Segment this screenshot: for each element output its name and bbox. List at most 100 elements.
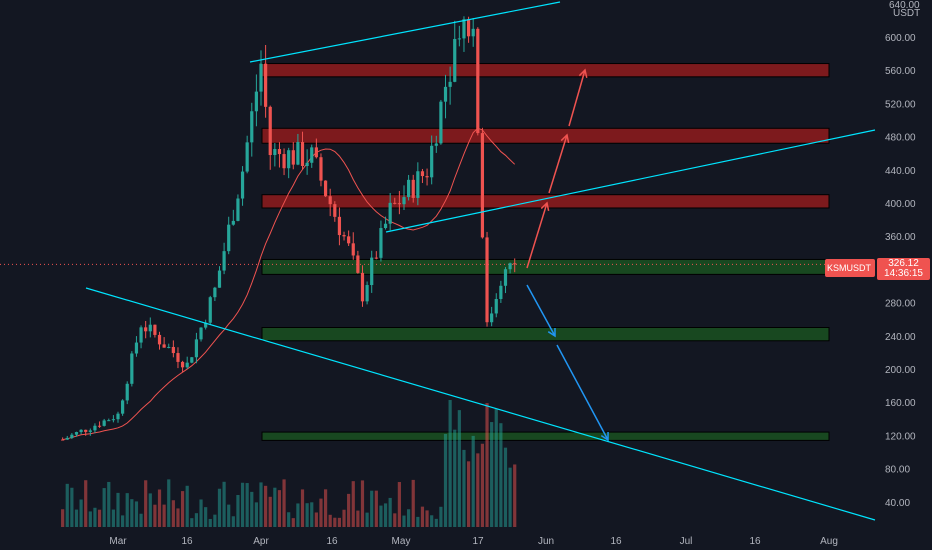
projection-arrow-up (548, 134, 568, 194)
candle-body (439, 101, 443, 144)
candle-body (153, 324, 157, 335)
price-tick-label: 400.00 (885, 199, 916, 210)
volume-bar (245, 483, 249, 527)
volume-bar (153, 504, 157, 527)
trendline (385, 129, 876, 233)
candle-body (102, 420, 106, 426)
candle-body (494, 299, 498, 314)
candles-layer (61, 16, 517, 441)
candle-body (425, 176, 429, 178)
candle-body (250, 111, 254, 143)
time-tick-label: 16 (610, 536, 622, 547)
candle-body (480, 133, 485, 238)
candle-body (231, 220, 235, 225)
volume-bar (167, 479, 171, 527)
time-tick-label: Mar (109, 536, 127, 547)
candle-body (485, 237, 489, 323)
volume-bar (490, 422, 494, 527)
candle-body (167, 346, 171, 348)
trendline (249, 1, 561, 63)
candle-body (74, 432, 79, 435)
volume-bar (319, 498, 323, 527)
countdown-timer: 14:36:15 (884, 268, 923, 279)
price-tick-label: 240.00 (885, 332, 916, 343)
volume-bar (310, 502, 314, 527)
moving-average-line (62, 127, 516, 441)
volume-bar (231, 516, 235, 527)
support-zone (261, 258, 830, 275)
candle-body (333, 204, 337, 217)
moving-average-layer (62, 127, 516, 441)
symbol-badge: KSMUSDT (825, 259, 875, 277)
candle-body (180, 361, 185, 368)
volume-bar (323, 489, 328, 527)
candle-body (268, 106, 272, 156)
volume-bar (370, 490, 374, 527)
symbol-ticker: KSMUSDT (827, 263, 872, 273)
volume-bar (171, 500, 175, 527)
volume-bar (204, 507, 208, 527)
candle-body (97, 425, 102, 427)
volume-bar (499, 423, 503, 527)
candle-body (416, 171, 420, 198)
price-tick-label: 360.00 (885, 232, 916, 243)
candle-body (111, 419, 115, 421)
volume-bar (402, 515, 406, 527)
volume-bar (97, 509, 102, 527)
volume-bar (337, 517, 342, 527)
volume-bar (420, 506, 425, 527)
candle-body (130, 353, 134, 384)
trendline (85, 287, 876, 521)
volume-bar (259, 482, 263, 527)
volume-bar (116, 492, 120, 527)
candle-body (162, 344, 166, 348)
volume-bar (494, 408, 498, 527)
candle-body (144, 327, 148, 332)
candle-body (148, 324, 152, 332)
candle-body (199, 327, 203, 340)
volume-bar (273, 487, 277, 527)
volume-bar (190, 518, 194, 527)
projection-arrow-down-head (547, 327, 556, 338)
projection-arrow-up-head (560, 133, 570, 143)
candle-body (93, 425, 97, 431)
candle-body (213, 287, 217, 298)
projection-arrow-down-head (600, 431, 609, 442)
volume-bar (476, 453, 480, 527)
candle-body (379, 228, 383, 258)
volume-bar (144, 480, 148, 527)
volume-bar (411, 479, 415, 527)
volume-bar (457, 410, 461, 527)
candle-body (347, 236, 351, 244)
volume-bar (328, 514, 332, 527)
candle-body (61, 439, 65, 441)
volume-bar (217, 488, 222, 527)
candle-body (397, 203, 401, 205)
candle-body (434, 143, 438, 146)
volume-bar (157, 489, 162, 527)
volume-bar (416, 516, 420, 527)
time-tick-label: Jun (538, 536, 554, 547)
candle-body (125, 383, 129, 401)
volume-bar (365, 512, 369, 527)
projection-arrow-up-head (540, 201, 550, 211)
currency-label: USDT (893, 8, 920, 19)
volume-bar (448, 400, 452, 527)
candle-body (79, 429, 83, 433)
volume-bar (287, 512, 291, 527)
volume-bar (425, 510, 429, 527)
candle-body (259, 63, 263, 92)
volume-bar (471, 435, 475, 527)
volume-bar (65, 483, 69, 527)
candle-body (277, 149, 282, 155)
price-tick-label: 520.00 (885, 99, 916, 110)
candle-body (107, 420, 111, 422)
candle-body (134, 342, 139, 354)
candle-body (499, 285, 503, 300)
volume-bar (79, 499, 83, 527)
candle-body (383, 223, 388, 229)
volume-bar (430, 515, 434, 527)
candle-body (370, 257, 374, 286)
time-tick-label: Apr (253, 536, 269, 547)
